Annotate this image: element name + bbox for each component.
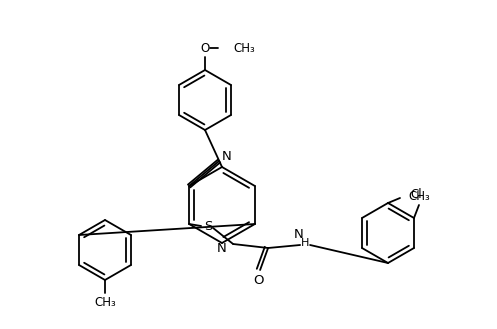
Text: H: H xyxy=(301,238,309,248)
Text: N: N xyxy=(217,241,227,255)
Text: N: N xyxy=(222,150,232,164)
Text: CH₃: CH₃ xyxy=(408,190,430,203)
Text: CH₃: CH₃ xyxy=(94,295,116,309)
Text: O: O xyxy=(253,274,263,288)
Text: Cl: Cl xyxy=(410,189,421,201)
Text: N: N xyxy=(294,229,304,241)
Text: S: S xyxy=(204,219,212,233)
Text: O: O xyxy=(200,41,210,55)
Text: CH₃: CH₃ xyxy=(233,41,255,55)
